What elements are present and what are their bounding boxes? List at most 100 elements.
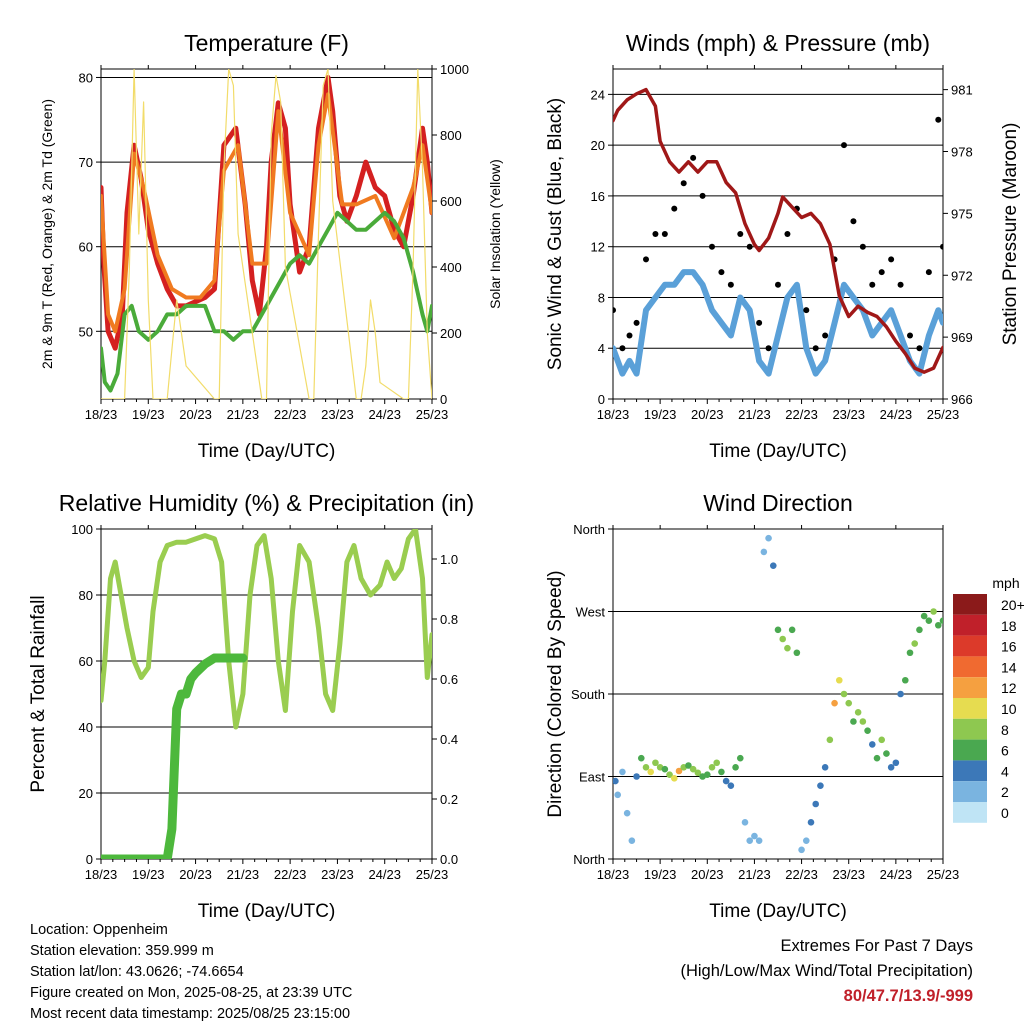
legend-swatch — [953, 594, 987, 615]
x-tick-label: 22/23 — [785, 867, 818, 882]
created-text: Figure created on Mon, 2025-08-25, at 23… — [30, 983, 352, 1004]
gust-point — [888, 256, 894, 262]
direction-point — [803, 837, 810, 844]
legend-label: 10 — [1001, 701, 1017, 717]
x-tick-label: 24/23 — [368, 867, 401, 882]
direction-point — [728, 782, 735, 789]
direction-point — [827, 737, 834, 744]
direction-point — [930, 608, 937, 615]
location-text: Location: Oppenheim — [30, 920, 352, 941]
x-axis-label: Time (Day/UTC) — [198, 901, 336, 922]
gust-point — [935, 117, 941, 123]
x-axis-label: Time (Day/UTC) — [198, 441, 336, 462]
direction-point — [935, 622, 942, 629]
gust-point — [803, 307, 809, 313]
x-tick-label: 23/23 — [321, 407, 354, 422]
direction-point — [794, 649, 801, 656]
gust-point — [841, 142, 847, 148]
y2-tick-label: 975 — [951, 206, 973, 221]
plot-area — [101, 529, 432, 859]
gust-point — [737, 231, 743, 237]
x-tick-label: 24/23 — [880, 407, 913, 422]
y-tick-label: 40 — [79, 720, 93, 735]
station-info: Location: Oppenheim Station elevation: 3… — [30, 920, 352, 1025]
y-tick-label: 8 — [598, 290, 605, 305]
y2-tick-label: 0.2 — [440, 792, 458, 807]
direction-point — [855, 709, 862, 716]
x-tick-label: 25/23 — [927, 407, 960, 422]
y-tick-label: 0 — [598, 392, 605, 407]
direction-point — [921, 613, 928, 620]
direction-point — [704, 771, 711, 778]
legend-swatch — [953, 760, 987, 781]
gust-point — [671, 206, 677, 212]
x-tick-label: 19/23 — [644, 407, 677, 422]
x-tick-label: 25/23 — [416, 407, 449, 422]
y-tick-label: 16 — [591, 189, 605, 204]
x-tick-label: 20/23 — [179, 407, 212, 422]
gust-point — [718, 269, 724, 275]
gust-point — [940, 244, 946, 250]
direction-point — [869, 741, 876, 748]
direction-point — [612, 778, 619, 785]
direction-point — [841, 691, 848, 698]
y2-tick-label: 972 — [951, 268, 973, 283]
legend-swatch — [953, 615, 987, 636]
direction-point — [629, 837, 636, 844]
direction-point — [732, 764, 739, 771]
y2-axis-label: Solar Insolation (Yellow) — [487, 159, 503, 309]
latlon-text: Station lat/lon: 43.0626; -74.6654 — [30, 962, 352, 983]
y-axis-label: Sonic Wind & Gust (Blue, Black) — [545, 98, 566, 370]
legend-label: 8 — [1001, 722, 1009, 738]
x-axis-label: Time (Day/UTC) — [709, 901, 847, 922]
direction-point — [883, 750, 890, 757]
gust-point — [662, 231, 668, 237]
x-tick-label: 20/23 — [691, 407, 724, 422]
y2-tick-label: 400 — [440, 260, 462, 275]
gust-point — [634, 320, 640, 326]
y-tick-label: West — [576, 605, 606, 620]
y2-tick-label: 978 — [951, 145, 973, 160]
x-tick-label: 21/23 — [738, 867, 771, 882]
gust-point — [879, 269, 885, 275]
panel-direction: NorthEastSouthWestNorth18/23 19/23 20/23 21… — [545, 490, 959, 922]
direction-point — [746, 837, 753, 844]
x-tick-label: 20/23 — [179, 867, 212, 882]
legend-label: 16 — [1001, 639, 1017, 655]
direction-point — [822, 764, 829, 771]
legend-label: 20+ — [1001, 597, 1024, 613]
direction-point — [831, 700, 838, 707]
direction-point — [926, 617, 933, 624]
gust-point — [907, 333, 913, 339]
gust-point — [627, 333, 633, 339]
extremes-box: Extremes For Past 7 Days (High/Low/Max W… — [680, 934, 973, 1009]
extremes-values: 80/47.7/13.9/-999 — [680, 984, 973, 1009]
direction-point — [817, 782, 824, 789]
speed-legend: mph 20+ 18 16 14 12 10 8 6 4 2 0 — [953, 575, 1024, 823]
x-tick-label: 22/23 — [274, 407, 307, 422]
x-tick-label: 24/23 — [880, 867, 913, 882]
x-tick-label: 22/23 — [274, 867, 307, 882]
gust-point — [652, 231, 658, 237]
gust-point — [756, 320, 762, 326]
direction-point — [808, 819, 815, 826]
x-tick-label: 19/23 — [132, 867, 165, 882]
direction-point — [742, 819, 749, 826]
legend-swatch — [953, 677, 987, 698]
y2-tick-label: 966 — [951, 392, 973, 407]
y2-axis-label: Station Pressure (Maroon) — [1000, 123, 1021, 346]
direction-point — [836, 677, 843, 684]
direction-point — [614, 792, 621, 799]
y2-tick-label: 0 — [440, 392, 447, 407]
x-tick-label: 21/23 — [227, 867, 260, 882]
gust-point — [681, 180, 687, 186]
y-tick-label: South — [571, 687, 605, 702]
y2-tick-label: 0.6 — [440, 672, 458, 687]
direction-point — [624, 810, 631, 817]
direction-point — [662, 766, 669, 773]
legend-swatch — [953, 636, 987, 657]
y2-tick-label: 200 — [440, 326, 462, 341]
gust-point — [926, 269, 932, 275]
panel-winds: 0481216202496696997297597898118/23 19/23 2… — [545, 30, 1021, 462]
legend-swatch — [953, 656, 987, 677]
